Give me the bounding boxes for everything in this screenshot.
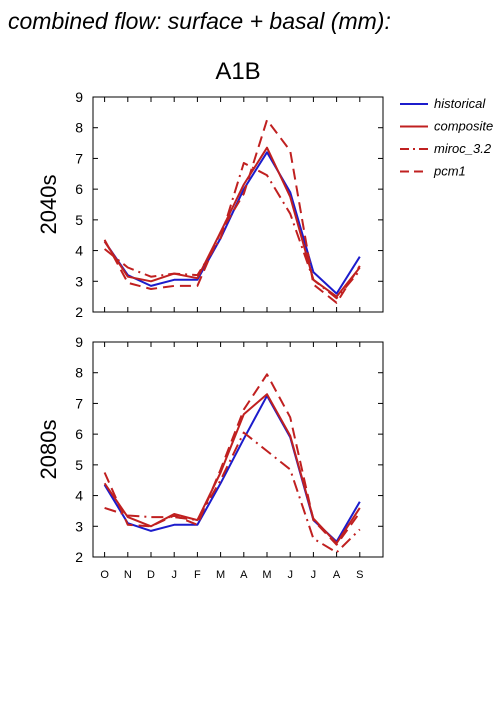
y-tick-label: 2 [75, 549, 83, 565]
x-tick-label: M [262, 569, 271, 581]
x-tick-label: N [124, 569, 132, 581]
x-tick-label: J [171, 569, 177, 581]
y-tick-label: 9 [75, 334, 83, 350]
series-line-historical [103, 151, 361, 295]
y-tick-label: 8 [75, 365, 83, 381]
x-tick-label: D [147, 569, 155, 581]
y-tick-label: 6 [75, 426, 83, 442]
x-tick-label: J [311, 569, 317, 581]
y-tick-label: 9 [75, 89, 83, 105]
y-tick-label: 3 [75, 273, 83, 289]
x-tick-label: M [216, 569, 225, 581]
y-tick-label: 7 [75, 395, 83, 411]
y-tick-label: 3 [75, 518, 83, 534]
x-tick-label: O [100, 569, 109, 581]
y-tick-label: 4 [75, 243, 83, 259]
x-tick-label: F [194, 569, 201, 581]
legend: historical composite miroc_3.2 pcm1 [400, 96, 493, 179]
series-line-miroc-3-2 [104, 431, 361, 554]
legend-label: miroc_3.2 [434, 141, 492, 156]
series-line-historical [103, 394, 361, 543]
y-tick-label: 7 [75, 150, 83, 166]
x-tick-label: S [356, 569, 363, 581]
y-axis-label: 2040s [36, 175, 61, 235]
series-line-pcm1 [103, 373, 361, 546]
legend-label: pcm1 [433, 164, 466, 179]
scenario-title: A1B [215, 58, 260, 85]
series-line-composite [103, 393, 361, 545]
chart-panels: 2 3 4 5 6 7 8 9 2040s 2 3 4 5 6 7 8 9 O N D J F M A M J J A S 2080s [36, 89, 384, 581]
panel-2040s: 2 3 4 5 6 7 8 9 2040s [36, 89, 384, 320]
legend-label: composite [434, 119, 493, 134]
y-tick-label: 5 [75, 457, 83, 473]
series-line-miroc-3-2 [103, 162, 361, 300]
legend-label: historical [434, 96, 486, 111]
y-tick-label: 8 [75, 120, 83, 136]
figure-title: combined flow: surface + basal (mm): [8, 8, 391, 34]
series-line-composite [103, 146, 361, 298]
x-tick-label: A [240, 569, 248, 581]
y-tick-label: 2 [75, 304, 83, 320]
y-tick-label: 5 [75, 212, 83, 228]
y-tick-label: 4 [75, 488, 83, 504]
x-tick-label: A [333, 569, 341, 581]
plot-frame [92, 341, 384, 558]
plot-frame [92, 96, 384, 313]
series-line-pcm1 [103, 119, 361, 304]
panel-2080s: 2 3 4 5 6 7 8 9 O N D J F M A M J J A S 2080s [36, 334, 384, 581]
x-tick-label: J [287, 569, 293, 581]
y-tick-label: 6 [75, 181, 83, 197]
y-axis-label: 2080s [36, 420, 61, 480]
